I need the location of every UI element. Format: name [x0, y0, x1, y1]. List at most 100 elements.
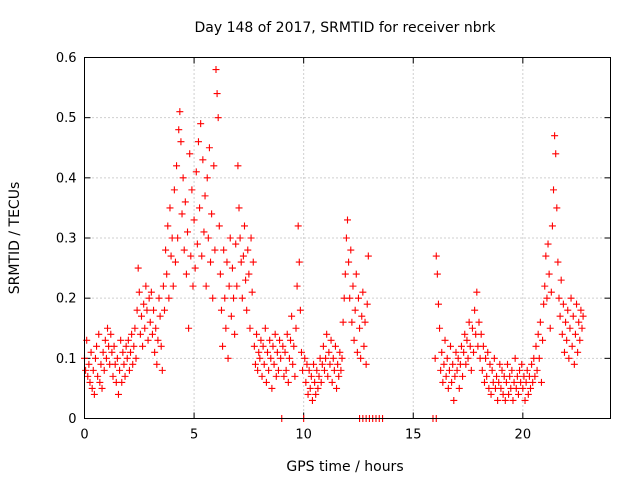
- data-point-plus: [228, 264, 236, 272]
- data-point-plus: [116, 366, 124, 374]
- data-point-plus: [249, 258, 257, 266]
- data-point-plus: [564, 306, 572, 314]
- data-point-plus: [295, 258, 303, 266]
- data-point-plus: [135, 288, 143, 296]
- chart-title: Day 148 of 2017, SRMTID for receiver nbr…: [194, 20, 496, 36]
- data-point-plus: [258, 372, 266, 380]
- data-point-plus: [440, 360, 448, 368]
- data-point-plus: [478, 366, 486, 374]
- data-point-plus: [323, 330, 331, 338]
- data-point-plus: [194, 138, 202, 146]
- data-point-plus: [539, 336, 547, 344]
- data-point-plus: [513, 372, 521, 380]
- data-point-plus: [543, 294, 551, 302]
- data-point-plus: [544, 240, 552, 248]
- data-point-plus: [148, 330, 156, 338]
- data-point-plus: [339, 318, 347, 326]
- data-point-plus: [336, 348, 344, 356]
- data-point-plus: [209, 294, 217, 302]
- data-point-plus: [445, 366, 453, 374]
- data-point-plus: [153, 360, 161, 368]
- data-point-plus: [488, 366, 496, 374]
- data-point-plus: [139, 342, 147, 350]
- data-point-plus: [548, 222, 556, 230]
- data-point-plus: [235, 204, 243, 212]
- data-point-plus: [501, 396, 509, 404]
- data-point-plus: [331, 342, 339, 350]
- data-point-plus: [285, 354, 293, 362]
- data-point-plus: [169, 282, 177, 290]
- data-point-plus: [502, 378, 510, 386]
- data-point-plus: [293, 282, 301, 290]
- data-point-plus: [98, 384, 106, 392]
- data-point-plus: [117, 336, 125, 344]
- data-point-plus: [364, 252, 372, 260]
- data-point-plus: [509, 396, 517, 404]
- data-point-plus: [131, 324, 139, 332]
- data-point-plus: [560, 348, 568, 356]
- data-point-plus: [96, 378, 104, 386]
- data-point-plus: [471, 306, 479, 314]
- data-point-plus: [575, 318, 583, 326]
- data-point-plus: [267, 354, 275, 362]
- data-point-plus: [255, 348, 263, 356]
- data-point-plus: [251, 360, 259, 368]
- data-point-plus: [574, 348, 582, 356]
- data-point-plus: [523, 366, 531, 374]
- data-point-plus: [306, 384, 314, 392]
- data-point-plus: [162, 246, 170, 254]
- data-point-plus: [130, 342, 138, 350]
- data-point-plus: [546, 324, 554, 332]
- data-point-plus: [330, 366, 338, 374]
- data-point-plus: [114, 390, 122, 398]
- data-point-plus: [567, 294, 575, 302]
- data-point-plus: [346, 294, 354, 302]
- data-point-plus: [234, 162, 242, 170]
- data-point-plus: [136, 330, 144, 338]
- data-point-plus: [220, 246, 228, 254]
- data-point-plus: [290, 342, 298, 350]
- data-point-plus: [357, 354, 365, 362]
- x-tick-label: 10: [295, 428, 312, 443]
- data-point-plus: [239, 252, 247, 260]
- data-point-plus: [301, 354, 309, 362]
- data-point-plus: [347, 246, 355, 254]
- data-point-plus: [557, 276, 565, 284]
- data-point-plus: [210, 162, 218, 170]
- data-point-plus: [280, 372, 288, 380]
- data-point-plus: [351, 306, 359, 314]
- data-point-plus: [506, 372, 514, 380]
- data-point-plus: [360, 342, 368, 350]
- data-point-plus: [203, 174, 211, 182]
- data-point-plus: [282, 366, 290, 374]
- data-point-plus: [100, 366, 108, 374]
- data-point-plus: [268, 384, 276, 392]
- data-point-plus: [493, 372, 501, 380]
- data-point-plus: [448, 378, 456, 386]
- data-point-plus: [272, 372, 280, 380]
- data-point-plus: [545, 270, 553, 278]
- data-point-plus: [167, 252, 175, 260]
- data-point-plus: [142, 282, 150, 290]
- y-tick-label: 0.4: [56, 171, 77, 186]
- data-point-plus: [279, 342, 287, 350]
- data-point-plus: [216, 270, 224, 278]
- data-point-plus: [529, 378, 537, 386]
- data-point-plus: [205, 144, 213, 152]
- data-point-plus: [179, 174, 187, 182]
- data-point-plus: [277, 354, 285, 362]
- data-point-plus: [320, 366, 328, 374]
- data-point-plus: [158, 366, 166, 374]
- data-point-plus: [461, 330, 469, 338]
- data-point-plus: [532, 342, 540, 350]
- data-point-plus: [475, 318, 483, 326]
- data-point-plus: [327, 336, 335, 344]
- data-point-plus: [248, 288, 256, 296]
- data-point-plus: [482, 354, 490, 362]
- data-point-plus: [213, 90, 221, 98]
- data-point-plus: [264, 348, 272, 356]
- data-point-plus: [104, 324, 112, 332]
- data-point-plus: [200, 228, 208, 236]
- data-point-plus: [191, 264, 199, 272]
